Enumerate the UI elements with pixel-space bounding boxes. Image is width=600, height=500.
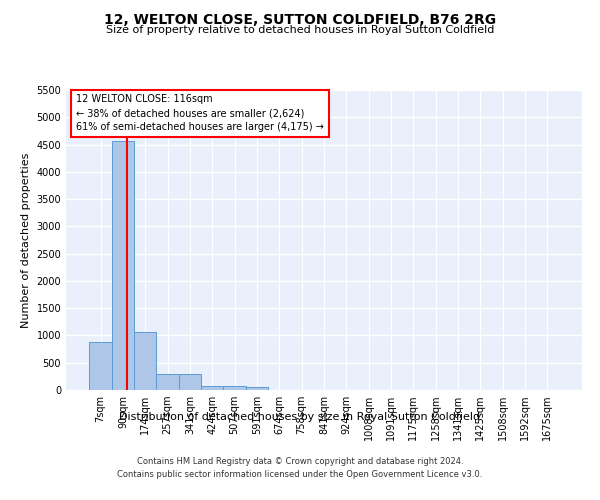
Bar xyxy=(179,374,201,390)
Y-axis label: Number of detached properties: Number of detached properties xyxy=(21,152,31,328)
Text: 12 WELTON CLOSE: 116sqm
← 38% of detached houses are smaller (2,624)
61% of semi: 12 WELTON CLOSE: 116sqm ← 38% of detache… xyxy=(76,94,324,132)
Bar xyxy=(246,387,268,390)
Text: Size of property relative to detached houses in Royal Sutton Coldfield: Size of property relative to detached ho… xyxy=(106,25,494,35)
Bar xyxy=(134,332,157,390)
Text: 12, WELTON CLOSE, SUTTON COLDFIELD, B76 2RG: 12, WELTON CLOSE, SUTTON COLDFIELD, B76 … xyxy=(104,12,496,26)
Bar xyxy=(201,386,223,390)
Bar xyxy=(89,342,112,390)
Text: Contains HM Land Registry data © Crown copyright and database right 2024.: Contains HM Land Registry data © Crown c… xyxy=(137,458,463,466)
Bar xyxy=(157,374,179,390)
Text: Distribution of detached houses by size in Royal Sutton Coldfield: Distribution of detached houses by size … xyxy=(119,412,481,422)
Bar xyxy=(112,142,134,390)
Bar xyxy=(223,386,246,390)
Text: Contains public sector information licensed under the Open Government Licence v3: Contains public sector information licen… xyxy=(118,470,482,479)
